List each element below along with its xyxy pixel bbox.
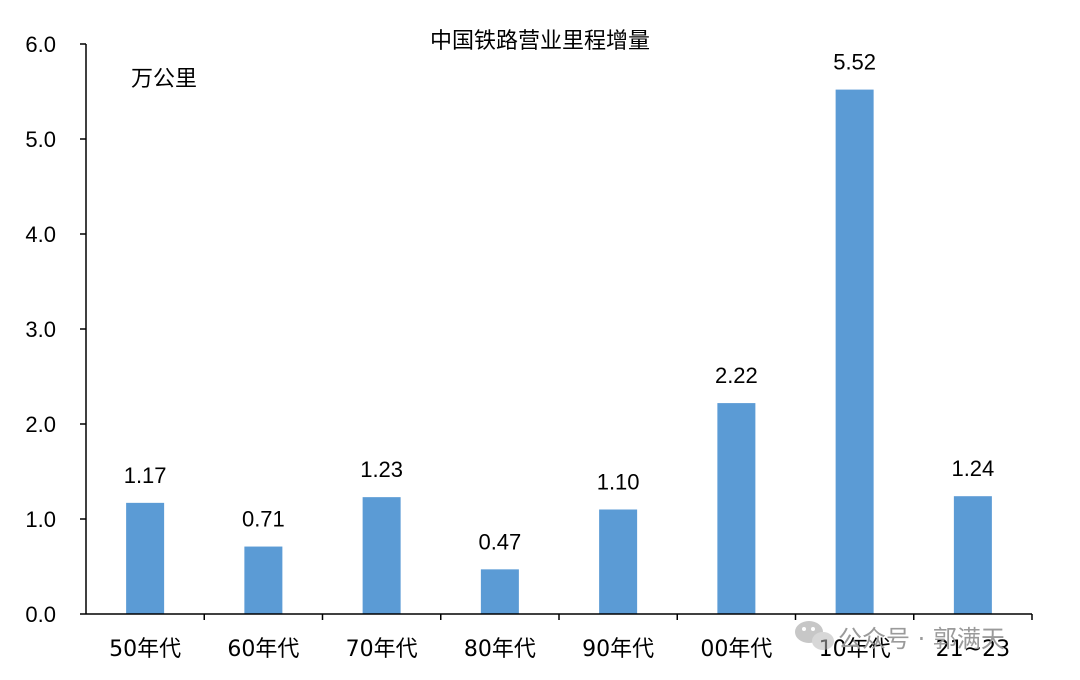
x-category-label: 70年代	[346, 637, 418, 662]
bar-value-label: 0.71	[242, 507, 285, 532]
x-category-label: 90年代	[582, 637, 654, 662]
bar	[835, 89, 874, 615]
y-tick-label: 4.0	[25, 222, 56, 247]
unit-label: 万公里	[131, 67, 197, 92]
bar	[953, 496, 992, 614]
x-category-label: 60年代	[227, 637, 299, 662]
x-category-label: 21~23	[936, 637, 1010, 662]
bar	[244, 546, 283, 614]
bar	[717, 403, 756, 614]
bars	[126, 89, 992, 615]
bar-value-label: 5.52	[833, 50, 876, 75]
bar	[126, 502, 165, 614]
y-tick-label: 6.0	[25, 32, 56, 57]
watermark: 公众号 · 郭满天	[795, 621, 1005, 653]
y-tick-label: 3.0	[25, 317, 56, 342]
x-category-label: 00年代	[700, 637, 772, 662]
wechat-icon	[795, 621, 834, 650]
y-tick-label: 5.0	[25, 127, 56, 152]
y-tick-label: 2.0	[25, 412, 56, 437]
x-category-label: 50年代	[109, 637, 181, 662]
bar-value-label: 1.23	[360, 457, 403, 482]
bar-value-labels: 1.17 0.71 1.23 0.47 1.10 2.22 5.52 1.24	[124, 50, 995, 555]
watermark-text: 公众号 · 郭满天	[838, 625, 1005, 653]
bar-value-label: 0.47	[478, 529, 521, 554]
bar-value-label: 1.10	[597, 470, 640, 495]
bar	[362, 497, 401, 614]
bar	[480, 569, 519, 614]
y-axis-ticks: 0.0 1.0 2.0 3.0 4.0 5.0 6.0	[25, 32, 86, 627]
bar	[599, 509, 638, 614]
chart-title: 中国铁路营业里程增量	[430, 29, 650, 54]
x-category-label: 80年代	[464, 637, 536, 662]
y-tick-label: 1.0	[25, 507, 56, 532]
y-tick-label: 0.0	[25, 602, 56, 627]
bar-value-label: 1.17	[124, 463, 167, 488]
bar-value-label: 2.22	[715, 363, 758, 388]
bar-value-label: 1.24	[951, 456, 994, 481]
